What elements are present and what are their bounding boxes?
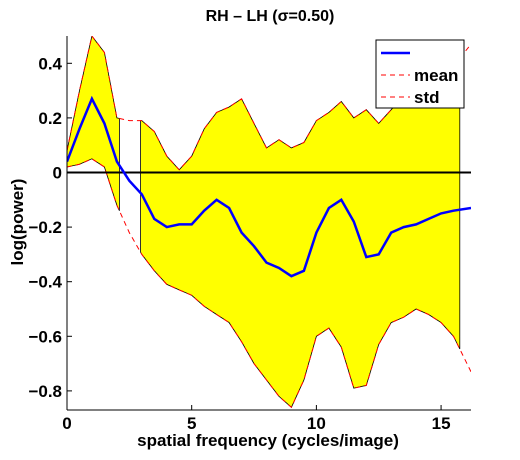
band-segment-2 <box>140 57 461 408</box>
y-tick-label: −0.6 <box>28 327 62 346</box>
y-tick-label: 0 <box>53 163 62 182</box>
band-segment-1 <box>67 36 120 211</box>
x-tick-label: 10 <box>307 414 326 433</box>
y-tick-label: −0.8 <box>28 382 62 401</box>
legend-label-3: std <box>414 88 440 107</box>
y-tick-label: 0.2 <box>38 109 62 128</box>
x-tick-label: 5 <box>187 414 196 433</box>
series-std-line <box>67 158 471 409</box>
legend-label-2: mean <box>414 66 458 85</box>
y-tick-label: −0.4 <box>28 273 62 292</box>
chart-title: RH – LH (σ=0.50) <box>206 8 335 25</box>
plot-area: 0 5 10 15 −0.8 −0.6 −0.4 −0.2 0 0.2 0.4 <box>28 36 471 433</box>
y-tick-label: −0.2 <box>28 218 62 237</box>
y-tick-label: 0.4 <box>38 54 62 73</box>
legend: mean std <box>375 39 465 109</box>
y-axis-label: log(power) <box>8 179 27 266</box>
series-difference-line <box>67 95 471 278</box>
x-axis-label: spatial frequency (cycles/image) <box>137 431 399 450</box>
x-tick-label: 0 <box>62 414 71 433</box>
x-tick-label: 15 <box>432 414 451 433</box>
